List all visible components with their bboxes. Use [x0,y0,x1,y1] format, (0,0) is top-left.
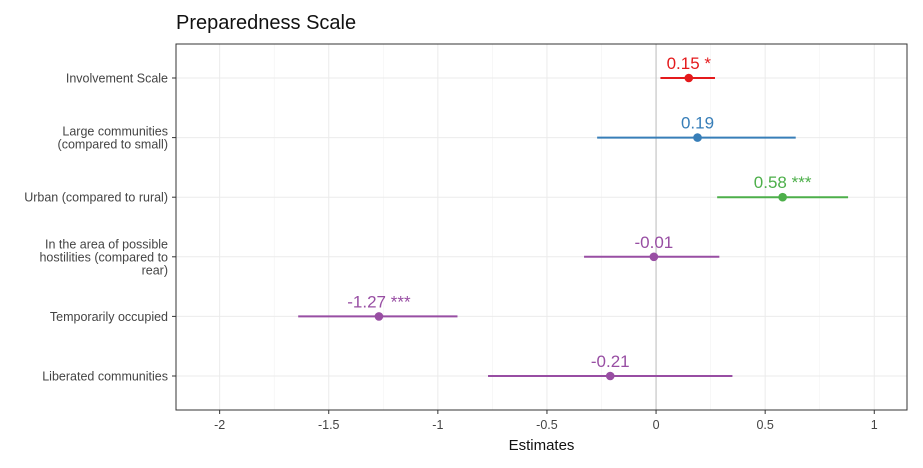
plot-border [175,43,908,411]
y-tick-label: Urban (compared to rural) [24,191,168,205]
x-tick-label: -2 [214,418,225,432]
estimate-label: 0.58 *** [754,173,812,192]
point-estimate [605,371,615,381]
x-axis-label: Estimates [509,437,575,454]
x-tick-label: -1.5 [318,418,340,432]
x-tick-label: -1 [432,418,443,432]
point-estimate [693,133,702,142]
chart-title: Preparedness Scale [176,12,357,34]
estimate-label: -1.27 *** [347,292,411,311]
point-estimate [649,252,659,262]
estimate-label: -0.01 [635,233,674,252]
point-estimate [778,192,787,202]
y-tick-label: Temporarily occupied [50,310,168,324]
x-tick-label: -0.5 [536,418,558,432]
y-tick-label: In the area of possible hostilities (comp… [39,237,168,277]
y-tick-label: Liberated communities [42,370,168,384]
estimate-label: -0.21 [591,352,630,371]
y-tick-label: Large communities (compared to small) [58,125,168,152]
estimate-label: 0.15 * [667,54,712,73]
x-tick-label: 0.5 [756,418,773,432]
x-tick-label: 1 [871,418,878,432]
y-tick-label: Involvement Scale [66,72,168,86]
estimate-label: 0.19 [681,114,714,133]
x-tick-label: 0 [653,418,660,432]
plot-panel [176,44,907,410]
point-estimate [374,312,384,321]
point-estimate [684,73,694,83]
